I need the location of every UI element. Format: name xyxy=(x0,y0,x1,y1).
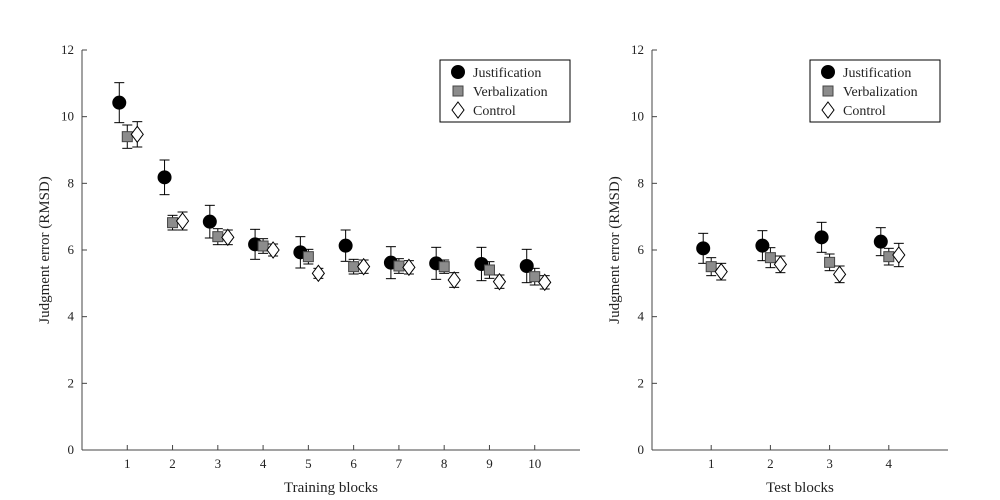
x-tick-label: 4 xyxy=(886,456,893,471)
data-point xyxy=(393,260,405,272)
x-tick-label: 3 xyxy=(215,456,222,471)
data-point xyxy=(266,241,280,259)
y-axis-title: Judgment error (RMSD) xyxy=(607,176,623,323)
x-tick-label: 9 xyxy=(486,456,493,471)
y-tick-label: 0 xyxy=(68,442,75,457)
x-tick-label: 2 xyxy=(169,456,176,471)
x-tick-label: 2 xyxy=(767,456,774,471)
y-tick-label: 4 xyxy=(638,309,645,324)
legend-marker xyxy=(452,85,464,97)
data-point xyxy=(824,256,836,268)
y-tick-label: 6 xyxy=(638,242,645,257)
legend: Justification Verbalization Control xyxy=(809,59,941,123)
y-tick-label: 8 xyxy=(638,175,645,190)
x-tick-label: 10 xyxy=(528,456,541,471)
data-point xyxy=(311,264,325,283)
data-point xyxy=(696,241,711,256)
y-tick-label: 2 xyxy=(638,375,645,390)
data-point xyxy=(357,257,371,276)
series-control xyxy=(714,242,906,284)
series-justification xyxy=(696,221,888,264)
data-point xyxy=(402,258,416,277)
data-point xyxy=(447,271,461,289)
x-tick-label: 7 xyxy=(396,456,403,471)
y-tick-label: 10 xyxy=(631,109,644,124)
data-point xyxy=(112,95,127,110)
legend-marker xyxy=(822,85,834,97)
data-point xyxy=(202,214,217,229)
data-point xyxy=(705,261,717,273)
legend-label: Control xyxy=(843,104,886,119)
legend-label: Justification xyxy=(843,66,911,81)
y-tick-label: 8 xyxy=(68,175,75,190)
data-point xyxy=(538,273,552,292)
y-tick-label: 6 xyxy=(68,242,75,257)
data-point xyxy=(157,170,172,185)
y-tick-label: 0 xyxy=(638,442,645,457)
legend: Justification Verbalization Control xyxy=(439,59,571,123)
legend-label: Verbalization xyxy=(843,85,918,100)
data-point xyxy=(832,265,847,284)
data-point xyxy=(130,125,144,144)
data-point xyxy=(121,131,133,143)
legend-label: Control xyxy=(473,104,516,119)
data-point xyxy=(492,272,507,291)
y-tick-label: 10 xyxy=(61,109,74,124)
data-point xyxy=(338,238,353,253)
legend-label: Verbalization xyxy=(473,85,548,100)
y-tick-label: 4 xyxy=(68,309,75,324)
x-tick-label: 6 xyxy=(350,456,357,471)
data-point xyxy=(764,252,776,264)
data-point xyxy=(814,230,829,245)
data-point xyxy=(529,271,541,283)
data-point xyxy=(892,246,906,264)
legend-marker xyxy=(821,101,835,119)
x-axis-title: Training blocks xyxy=(284,480,378,496)
x-tick-label: 5 xyxy=(305,456,312,471)
legend-marker xyxy=(821,65,835,79)
x-tick-label: 8 xyxy=(441,456,448,471)
data-point xyxy=(519,259,534,273)
x-tick-label: 1 xyxy=(708,456,715,471)
data-point xyxy=(257,240,269,252)
data-point xyxy=(438,261,450,273)
data-point xyxy=(883,251,895,263)
y-tick-label: 12 xyxy=(631,42,644,57)
data-point xyxy=(212,231,224,243)
data-point xyxy=(221,228,235,247)
legend-label: Justification xyxy=(473,66,541,81)
series-verbalization xyxy=(121,124,541,286)
data-point xyxy=(773,255,788,274)
x-axis-title: Test blocks xyxy=(766,480,834,496)
data-point xyxy=(873,234,888,249)
x-tick-label: 3 xyxy=(826,456,833,471)
legend-marker xyxy=(451,101,465,119)
x-tick-label: 1 xyxy=(124,456,131,471)
data-point xyxy=(714,262,728,281)
legend-marker xyxy=(451,65,465,79)
data-point xyxy=(755,238,770,253)
y-tick-label: 12 xyxy=(61,42,74,57)
data-point xyxy=(167,217,179,229)
x-tick-label: 4 xyxy=(260,456,267,471)
y-tick-label: 2 xyxy=(68,375,75,390)
data-point xyxy=(302,251,314,263)
series-control xyxy=(130,121,552,292)
series-verbalization xyxy=(705,247,895,277)
data-point xyxy=(175,212,190,230)
data-point xyxy=(483,264,495,276)
y-axis-title: Judgment error (RMSD) xyxy=(37,176,53,323)
